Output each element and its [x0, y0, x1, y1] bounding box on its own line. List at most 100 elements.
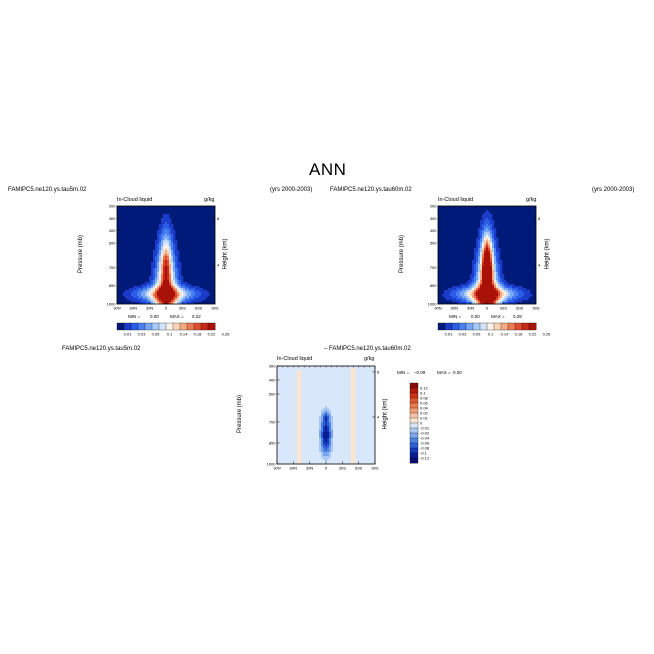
field-cell	[470, 298, 473, 301]
field-cell	[468, 282, 471, 285]
colorbar-label: 0.03	[459, 332, 468, 337]
field-cell	[480, 224, 483, 227]
field-cell	[476, 294, 479, 297]
field-cell	[187, 292, 190, 295]
field-cell	[498, 250, 501, 253]
field-cell	[157, 298, 160, 301]
y-tick-label: 300	[109, 216, 116, 221]
field-cell	[169, 268, 172, 271]
field-cell	[482, 250, 485, 253]
field-cell	[484, 248, 487, 251]
field-cell	[466, 302, 469, 305]
field-cell	[492, 262, 495, 265]
field-cell	[484, 262, 487, 265]
field-cell	[331, 430, 334, 433]
field-cell	[351, 420, 354, 423]
field-cell	[476, 242, 479, 245]
field-cell	[181, 290, 184, 293]
field-cell	[141, 298, 144, 301]
field-cell	[488, 278, 491, 281]
field-cell	[161, 300, 164, 303]
field-cell	[157, 232, 160, 235]
field-cell	[299, 422, 302, 425]
field-cell	[329, 442, 332, 445]
field-cell	[502, 282, 505, 285]
field-cell	[468, 280, 471, 283]
field-cell	[177, 266, 180, 269]
field-cell	[177, 264, 180, 267]
field-cell	[486, 274, 489, 277]
field-cell	[468, 286, 471, 289]
field-cell	[351, 382, 354, 385]
field-cell	[151, 272, 154, 275]
colorbar-swatch	[458, 322, 467, 331]
field-cell	[474, 286, 477, 289]
field-cell	[325, 452, 328, 455]
field-cell	[153, 268, 156, 271]
field-cell	[508, 296, 511, 299]
colorbar-swatch	[409, 417, 419, 424]
field-cell	[157, 302, 160, 305]
field-cell	[494, 286, 497, 289]
field-cell	[173, 274, 176, 277]
field-cell	[512, 296, 515, 299]
field-cell	[169, 252, 172, 255]
field-cell	[165, 220, 168, 223]
field-cell	[478, 250, 481, 253]
panel2-ylabel: Pressure (mb)	[399, 234, 406, 274]
field-cell	[159, 302, 162, 305]
field-cell	[297, 430, 300, 433]
field-cell	[486, 238, 489, 241]
colorbar-swatch	[165, 322, 174, 331]
field-cell	[522, 296, 525, 299]
colorbar-swatch	[409, 427, 419, 434]
field-cell	[299, 412, 302, 415]
field-cell	[139, 294, 142, 297]
field-cell	[175, 274, 178, 277]
field-cell	[185, 296, 188, 299]
field-cell	[488, 284, 491, 287]
field-cell	[131, 292, 134, 295]
field-cell	[353, 372, 356, 375]
field-cell	[169, 272, 172, 275]
field-cell	[325, 410, 328, 413]
field-cell	[484, 296, 487, 299]
field-cell	[490, 216, 493, 219]
field-cell	[470, 282, 473, 285]
field-cell	[486, 258, 489, 261]
field-cell	[474, 282, 477, 285]
field-cell	[488, 240, 491, 243]
y2-tick-label: 8	[217, 216, 220, 221]
field-cell	[490, 248, 493, 251]
field-cell	[173, 252, 176, 255]
field-cell	[161, 266, 164, 269]
field-cell	[486, 236, 489, 239]
field-cell	[333, 448, 336, 451]
field-cell	[167, 222, 170, 225]
field-cell	[163, 218, 166, 221]
field-cell	[510, 294, 513, 297]
field-cell	[494, 296, 497, 299]
field-cell	[514, 298, 517, 301]
field-cell	[494, 242, 497, 245]
field-cell	[478, 260, 481, 263]
field-cell	[488, 292, 491, 295]
field-cell	[498, 256, 501, 259]
field-cell	[353, 374, 356, 377]
field-cell	[177, 288, 180, 291]
panel2-y2label: Height (km)	[544, 238, 551, 270]
field-cell	[159, 264, 162, 267]
field-cell	[159, 240, 162, 243]
field-cell	[480, 268, 483, 271]
field-cell	[163, 266, 166, 269]
field-cell	[474, 290, 477, 293]
colorbar-label: 0.18	[515, 332, 524, 337]
field-cell	[203, 294, 206, 297]
field-cell	[490, 250, 493, 253]
field-cell	[490, 302, 493, 305]
field-cell	[478, 276, 481, 279]
field-cell	[161, 234, 164, 237]
field-cell	[155, 292, 158, 295]
field-cell	[351, 440, 354, 443]
field-cell	[464, 298, 467, 301]
